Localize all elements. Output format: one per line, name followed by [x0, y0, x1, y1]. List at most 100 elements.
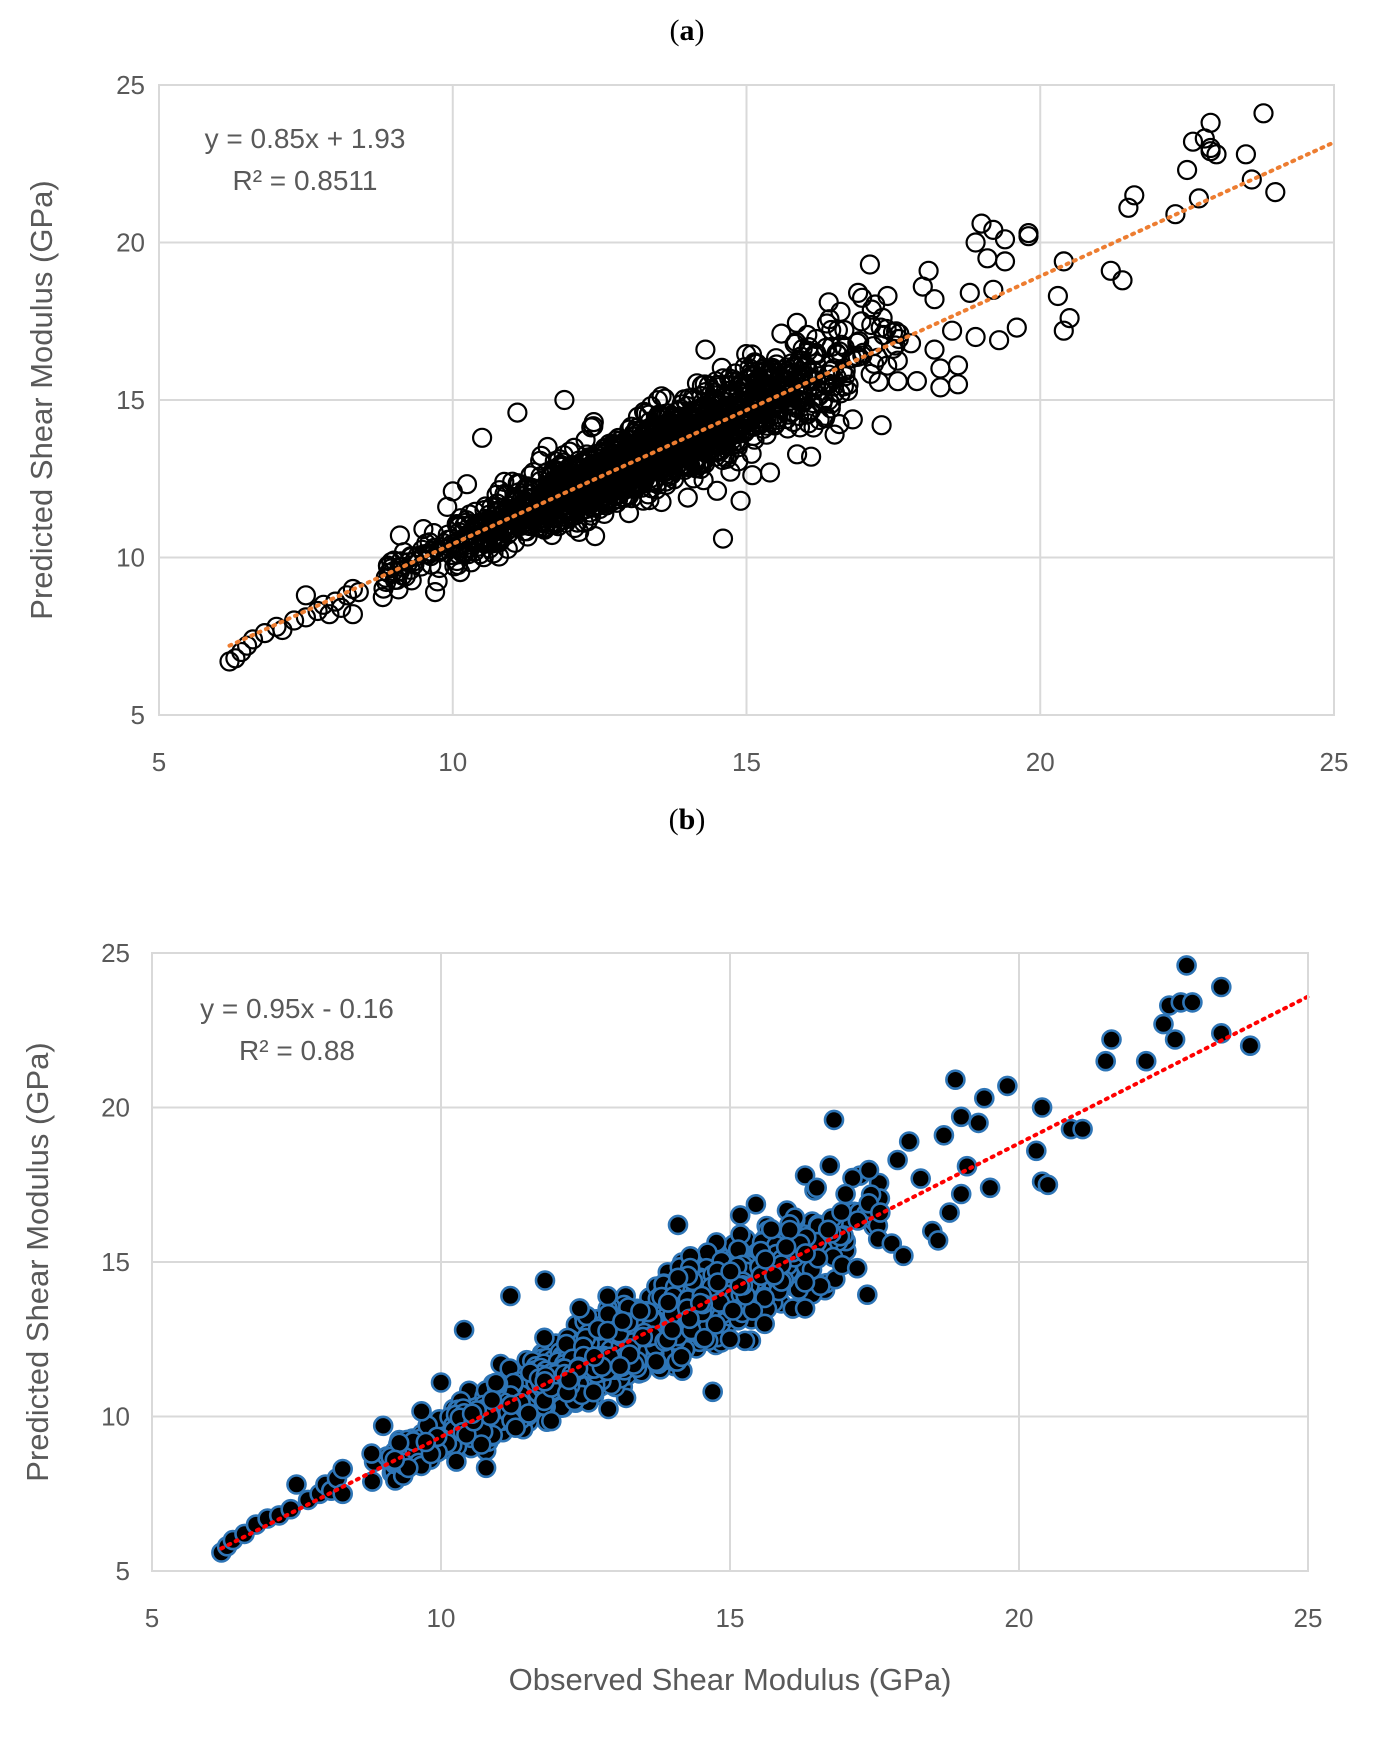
- data-point: [585, 444, 606, 465]
- data-point: [873, 324, 894, 346]
- data-point: [959, 282, 980, 303]
- data-point: [900, 333, 922, 354]
- data-point: [819, 1155, 841, 1176]
- data-point: [694, 1327, 715, 1349]
- x-tick-label: 20: [1026, 747, 1055, 777]
- data-point: [707, 1272, 729, 1293]
- data-point: [859, 254, 881, 275]
- data-point: [1165, 204, 1186, 225]
- data-point: [667, 1214, 689, 1236]
- data-point: [470, 1434, 492, 1455]
- data-point: [523, 462, 544, 483]
- data-point: [744, 353, 766, 374]
- data-point: [533, 518, 554, 539]
- data-point: [657, 1292, 679, 1313]
- data-point: [627, 406, 649, 427]
- data-point: [887, 1149, 908, 1171]
- trendline: [219, 994, 1310, 1551]
- data-point: [485, 1372, 507, 1394]
- data-point: [947, 374, 969, 395]
- data-point: [924, 339, 945, 360]
- data-point: [945, 1069, 966, 1091]
- data-point: [583, 1381, 604, 1403]
- data-point: [630, 1300, 651, 1322]
- data-point: [767, 409, 788, 430]
- data-point: [871, 415, 892, 436]
- data-point: [742, 364, 763, 385]
- data-point: [651, 386, 672, 407]
- data-point: [745, 1193, 767, 1215]
- data-point: [781, 353, 802, 374]
- data-point: [729, 1205, 751, 1226]
- data-point: [609, 1355, 631, 1377]
- data-point: [453, 1319, 475, 1341]
- data-point: [740, 390, 761, 411]
- data-point: [520, 487, 541, 508]
- data-point: [847, 282, 869, 303]
- y-axis-title: Predicted Shear Modulus (GPa): [24, 180, 59, 619]
- panel-b-label: (b): [668, 803, 706, 836]
- data-point: [295, 607, 316, 628]
- data-point: [806, 1177, 828, 1199]
- data-point: [924, 289, 945, 310]
- data-point: [595, 493, 617, 514]
- data-point: [286, 1474, 307, 1495]
- data-point: [583, 412, 604, 433]
- scatter-chart-b: 5 10 15 20 25 5 10 15 20 25 Observed Shear Modulus…: [20, 938, 1322, 1697]
- data-point: [806, 344, 827, 365]
- data-point: [755, 1249, 776, 1270]
- data-point: [599, 433, 620, 454]
- data-point: [977, 248, 998, 269]
- data-point: [442, 481, 463, 502]
- data-point: [348, 581, 369, 603]
- data-point: [1200, 112, 1221, 133]
- data-point: [722, 1300, 744, 1321]
- data-point: [1072, 1118, 1093, 1140]
- data-point: [702, 1381, 724, 1403]
- data-point: [499, 495, 520, 517]
- data-point: [786, 397, 807, 419]
- data-point: [950, 1183, 972, 1205]
- data-point: [505, 1417, 527, 1439]
- data-point: [654, 416, 676, 438]
- data-point: [820, 398, 841, 419]
- data-point: [1239, 1035, 1261, 1056]
- plot-area-border: [151, 952, 1309, 1572]
- data-point: [415, 1431, 437, 1453]
- data-point: [489, 532, 510, 553]
- data-point: [687, 421, 708, 442]
- data-point: [754, 1313, 776, 1335]
- data-point: [988, 330, 1010, 351]
- data-point: [651, 491, 672, 513]
- data-point: [677, 487, 698, 508]
- data-point: [295, 585, 316, 606]
- data-point: [997, 1075, 1018, 1097]
- data-point: [755, 391, 777, 412]
- r-squared-label: R² = 0.88: [239, 1035, 355, 1066]
- data-point: [783, 411, 804, 433]
- data-point: [1164, 1029, 1186, 1050]
- data-point: [549, 449, 570, 470]
- data-point: [388, 1432, 410, 1454]
- data-point: [507, 402, 528, 423]
- data-point: [712, 528, 734, 549]
- data-point: [821, 319, 842, 341]
- data-point: [794, 1165, 816, 1186]
- data-point: [372, 586, 393, 608]
- data-point: [971, 213, 992, 234]
- data-point: [720, 1261, 741, 1282]
- data-point: [847, 332, 868, 353]
- data-point: [534, 1327, 555, 1349]
- data-point: [851, 311, 872, 332]
- data-point: [1101, 1029, 1122, 1050]
- data-point: [685, 457, 707, 478]
- data-point: [671, 1346, 692, 1368]
- y-tick-label: 15: [116, 385, 145, 415]
- data-point: [466, 521, 487, 543]
- data-point: [587, 465, 608, 486]
- data-point: [1211, 976, 1232, 998]
- data-point: [655, 471, 677, 492]
- data-point: [225, 648, 246, 669]
- data-point: [559, 441, 580, 462]
